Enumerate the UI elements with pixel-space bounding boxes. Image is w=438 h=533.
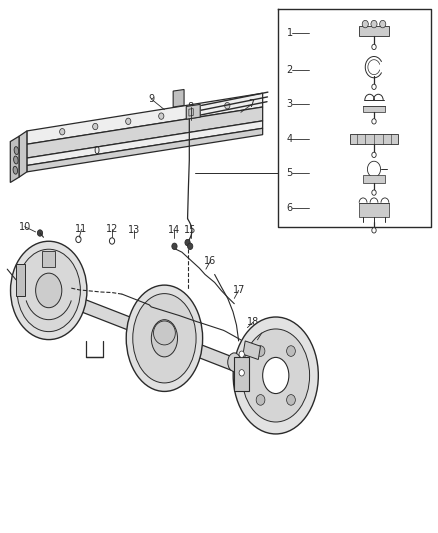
Circle shape [286,346,295,357]
Circle shape [60,128,65,135]
Text: 9: 9 [148,94,154,104]
Circle shape [159,113,164,119]
Polygon shape [27,93,263,144]
Polygon shape [16,264,25,296]
Text: 8: 8 [187,102,194,112]
Text: 13: 13 [128,225,140,236]
Circle shape [239,351,244,358]
Ellipse shape [133,294,196,383]
Circle shape [185,239,190,246]
Text: 7: 7 [249,99,255,109]
Circle shape [372,190,376,195]
Ellipse shape [153,321,175,345]
Ellipse shape [14,147,18,155]
Ellipse shape [263,358,289,393]
Circle shape [126,118,131,125]
Polygon shape [243,341,261,360]
Text: 1: 1 [287,28,293,38]
Polygon shape [350,134,398,144]
Polygon shape [186,104,200,119]
Circle shape [362,20,368,28]
Text: 10: 10 [18,222,31,232]
Text: 16: 16 [204,256,216,266]
Text: 14: 14 [168,225,180,236]
Circle shape [256,394,265,405]
Circle shape [192,108,197,114]
Circle shape [371,20,377,28]
Circle shape [372,152,376,158]
Ellipse shape [13,166,18,174]
Polygon shape [363,174,385,183]
Text: 17: 17 [233,286,245,295]
Text: 11: 11 [75,224,88,235]
Circle shape [110,238,115,244]
Ellipse shape [35,273,62,308]
Polygon shape [27,128,263,172]
Circle shape [37,230,42,236]
Ellipse shape [11,241,87,340]
Polygon shape [363,107,385,112]
Polygon shape [359,26,389,36]
Text: 0: 0 [94,146,100,156]
Circle shape [187,243,193,249]
Ellipse shape [228,353,241,372]
Ellipse shape [17,249,81,332]
Text: 12: 12 [106,224,118,235]
Polygon shape [27,121,263,165]
Circle shape [372,84,376,90]
Text: 15: 15 [184,225,197,236]
Circle shape [372,228,376,233]
Text: 6: 6 [287,203,293,213]
Circle shape [225,102,230,109]
Polygon shape [359,203,389,216]
Polygon shape [19,131,27,177]
Text: 4: 4 [287,134,293,144]
Circle shape [372,44,376,50]
Polygon shape [234,357,249,391]
Polygon shape [173,90,184,107]
Circle shape [286,394,295,405]
Ellipse shape [126,285,203,391]
Circle shape [239,369,244,376]
Text: 2: 2 [287,65,293,75]
Circle shape [372,119,376,124]
Ellipse shape [233,317,318,434]
Circle shape [172,243,177,249]
Ellipse shape [14,156,18,164]
Text: 5: 5 [287,168,293,179]
Circle shape [380,20,386,28]
Circle shape [76,236,81,243]
Polygon shape [27,107,263,158]
Text: 3: 3 [287,99,293,109]
Polygon shape [42,251,55,266]
Polygon shape [51,286,269,385]
Text: 18: 18 [247,317,259,327]
Ellipse shape [151,320,177,357]
Text: 19: 19 [256,328,268,338]
Ellipse shape [242,329,310,422]
Circle shape [93,123,98,130]
Circle shape [256,346,265,357]
Polygon shape [11,136,19,182]
